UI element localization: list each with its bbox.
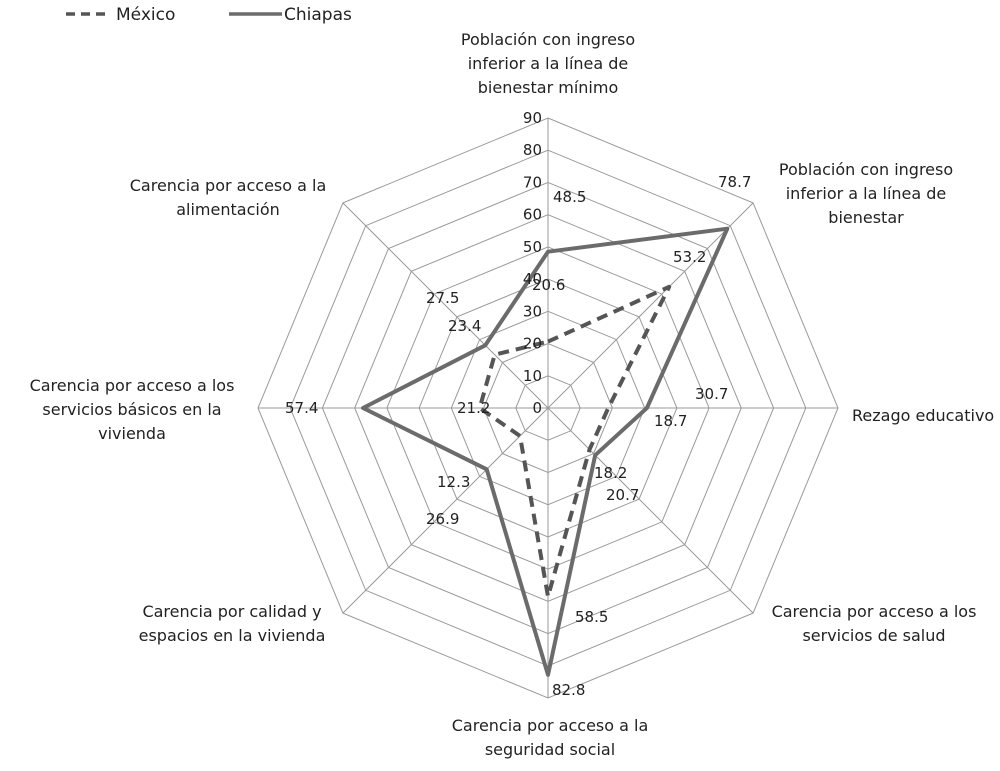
- legend-label-mexico: México: [116, 5, 175, 25]
- category-label: Carencia por acceso a la seguridad social: [452, 716, 649, 759]
- data-label: 58.5: [575, 608, 608, 626]
- category-label: Carencia por acceso a los servicios básic…: [30, 376, 235, 443]
- category-label: Carencia por calidad y espacios en la viv…: [139, 602, 326, 645]
- data-label: 18.2: [594, 464, 627, 482]
- data-label: 30.7: [695, 385, 728, 403]
- category-labels: Población con ingreso inferior a la línea…: [30, 30, 995, 759]
- category-label: Rezago educativo: [852, 406, 994, 425]
- data-label: 26.9: [426, 510, 459, 528]
- tick-label: 30: [523, 302, 542, 320]
- tick-label: 70: [523, 173, 542, 191]
- data-label: 53.2: [673, 248, 706, 266]
- radar-grid: [257, 117, 839, 699]
- axis-spoke: [342, 202, 549, 409]
- data-label: 12.3: [437, 473, 470, 491]
- axis-spoke: [547, 202, 754, 409]
- category-label: Población con ingreso inferior a la línea…: [461, 30, 635, 97]
- data-labels: 20.6 53.2 18.7 18.2 58.5 12.3 21.2 23.4 48.5 78.7…: [285, 173, 751, 699]
- legend: México Chiapas: [66, 5, 352, 25]
- tick-label: 80: [523, 141, 542, 159]
- axis-spoke: [342, 407, 549, 614]
- tick-label: 0: [532, 399, 542, 417]
- tick-label: 90: [523, 109, 542, 127]
- data-label: 23.4: [448, 317, 481, 335]
- data-label: 48.5: [553, 188, 586, 206]
- axis-spoke: [547, 407, 754, 614]
- tick-label: 50: [523, 238, 542, 256]
- tick-label: 20: [523, 335, 542, 353]
- legend-label-chiapas: Chiapas: [284, 5, 352, 25]
- category-label: Carencia por acceso a los servicios de sa…: [772, 602, 977, 645]
- data-label: 20.7: [606, 486, 639, 504]
- tick-label: 60: [523, 206, 542, 224]
- data-label: 21.2: [457, 399, 490, 417]
- data-label: 78.7: [718, 173, 751, 191]
- series-line-chiapas: [361, 226, 730, 677]
- data-label: 18.7: [654, 412, 687, 430]
- tick-label: 10: [523, 367, 542, 385]
- radial-ticks: 0 10 20 30 40 50 60 70 80 90: [523, 109, 542, 417]
- data-label: 57.4: [285, 399, 318, 417]
- data-label: 20.6: [532, 276, 565, 294]
- category-label: Carencia por acceso a la alimentación: [130, 176, 327, 219]
- tick-label: 40: [523, 270, 542, 288]
- category-label: Población con ingreso inferior a la línea…: [779, 160, 953, 227]
- data-label: 27.5: [426, 289, 459, 307]
- radar-series: [361, 226, 730, 677]
- data-label: 82.8: [552, 681, 585, 699]
